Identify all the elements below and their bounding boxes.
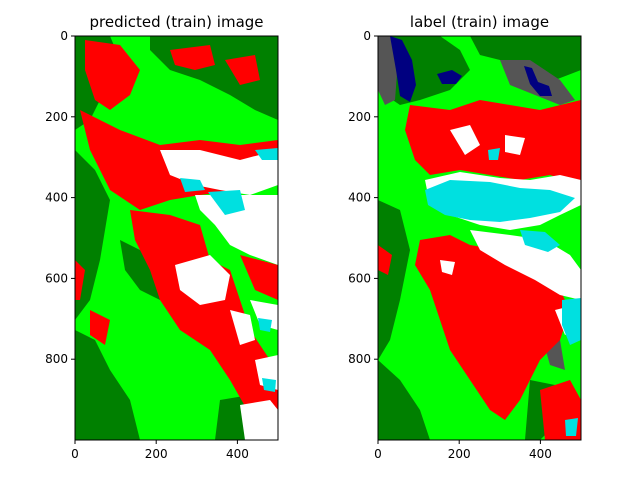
- predicted-panel: predicted (train) image: [45, 13, 279, 461]
- x-tick-label: 200: [448, 447, 471, 461]
- y-tick-label: 200: [45, 110, 68, 124]
- predicted-image: [75, 36, 278, 440]
- y-tick-label: 800: [348, 352, 371, 366]
- x-tick-label: 400: [226, 447, 249, 461]
- x-tick-label: 200: [145, 447, 168, 461]
- y-tick-label: 600: [348, 271, 371, 285]
- x-tick-label: 400: [529, 447, 552, 461]
- predicted-axes-frame: [74, 35, 279, 441]
- y-tick-label: 600: [45, 271, 68, 285]
- predicted-title: predicted (train) image: [89, 13, 263, 31]
- predicted-y-axis: 0 200 400 600 800: [45, 29, 75, 366]
- y-tick-label: 0: [60, 29, 68, 43]
- label-axes-frame: [377, 35, 582, 441]
- label-panel: label (train) image: [348, 13, 582, 461]
- x-tick-label: 0: [374, 447, 382, 461]
- label-title: label (train) image: [410, 13, 549, 31]
- y-tick-label: 800: [45, 352, 68, 366]
- y-tick-label: 0: [363, 29, 371, 43]
- y-tick-label: 400: [45, 191, 68, 205]
- predicted-x-axis: 0 200 400: [71, 440, 249, 461]
- y-tick-label: 400: [348, 191, 371, 205]
- x-tick-label: 0: [71, 447, 79, 461]
- label-y-axis: 0 200 400 600 800: [348, 29, 378, 366]
- y-tick-label: 200: [348, 110, 371, 124]
- label-x-axis: 0 200 400: [374, 440, 552, 461]
- label-image: [378, 36, 581, 440]
